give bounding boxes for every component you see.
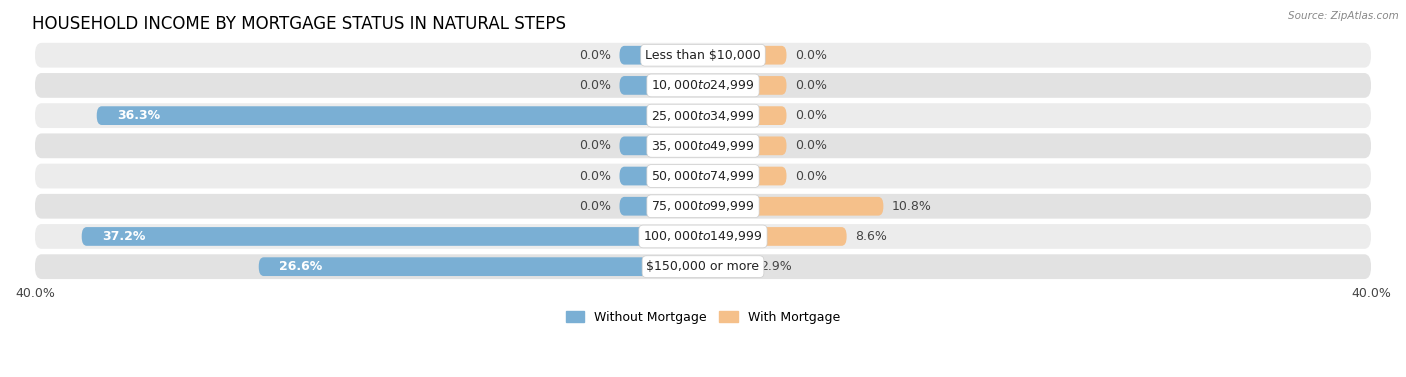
FancyBboxPatch shape [620,136,703,155]
FancyBboxPatch shape [97,106,703,125]
Legend: Without Mortgage, With Mortgage: Without Mortgage, With Mortgage [561,306,845,329]
FancyBboxPatch shape [703,106,786,125]
Text: 0.0%: 0.0% [579,49,612,62]
Text: 36.3%: 36.3% [117,109,160,122]
Text: $150,000 or more: $150,000 or more [647,260,759,273]
Text: 37.2%: 37.2% [101,230,145,243]
Text: 0.0%: 0.0% [794,79,827,92]
FancyBboxPatch shape [35,133,1371,158]
Text: $100,000 to $149,999: $100,000 to $149,999 [644,230,762,244]
FancyBboxPatch shape [35,103,1371,128]
Text: 0.0%: 0.0% [794,139,827,152]
Text: 0.0%: 0.0% [794,170,827,182]
Text: 0.0%: 0.0% [579,170,612,182]
Text: $10,000 to $24,999: $10,000 to $24,999 [651,78,755,92]
Text: 0.0%: 0.0% [579,79,612,92]
FancyBboxPatch shape [82,227,703,246]
Text: $75,000 to $99,999: $75,000 to $99,999 [651,199,755,213]
Text: Less than $10,000: Less than $10,000 [645,49,761,62]
Text: $50,000 to $74,999: $50,000 to $74,999 [651,169,755,183]
FancyBboxPatch shape [703,257,751,276]
FancyBboxPatch shape [703,46,786,64]
Text: 2.9%: 2.9% [759,260,792,273]
Text: 0.0%: 0.0% [579,200,612,213]
Text: 0.0%: 0.0% [794,49,827,62]
Text: 0.0%: 0.0% [794,109,827,122]
FancyBboxPatch shape [35,164,1371,188]
FancyBboxPatch shape [703,136,786,155]
FancyBboxPatch shape [703,76,786,95]
FancyBboxPatch shape [620,76,703,95]
FancyBboxPatch shape [35,73,1371,98]
Text: 0.0%: 0.0% [579,139,612,152]
FancyBboxPatch shape [35,254,1371,279]
FancyBboxPatch shape [703,197,883,216]
Text: 26.6%: 26.6% [278,260,322,273]
FancyBboxPatch shape [703,227,846,246]
Text: Source: ZipAtlas.com: Source: ZipAtlas.com [1288,11,1399,21]
FancyBboxPatch shape [259,257,703,276]
Text: $35,000 to $49,999: $35,000 to $49,999 [651,139,755,153]
Text: $25,000 to $34,999: $25,000 to $34,999 [651,109,755,123]
FancyBboxPatch shape [35,224,1371,249]
FancyBboxPatch shape [620,46,703,64]
FancyBboxPatch shape [620,197,703,216]
FancyBboxPatch shape [620,167,703,185]
FancyBboxPatch shape [35,194,1371,219]
Text: 10.8%: 10.8% [891,200,932,213]
FancyBboxPatch shape [35,43,1371,67]
Text: 8.6%: 8.6% [855,230,887,243]
Text: HOUSEHOLD INCOME BY MORTGAGE STATUS IN NATURAL STEPS: HOUSEHOLD INCOME BY MORTGAGE STATUS IN N… [32,15,567,33]
FancyBboxPatch shape [703,167,786,185]
